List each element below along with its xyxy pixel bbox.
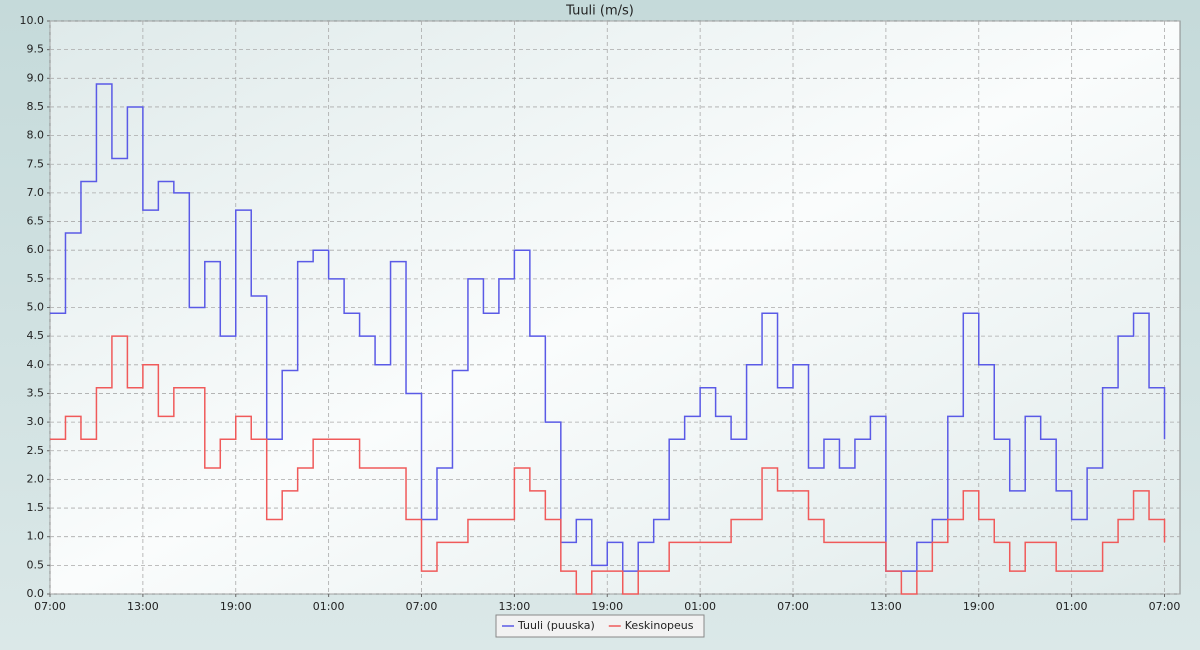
- y-tick-label: 9.0: [27, 71, 45, 84]
- x-tick-label: 07:00: [777, 600, 809, 613]
- y-tick-label: 5.5: [27, 272, 45, 285]
- y-tick-label: 6.0: [27, 243, 45, 256]
- y-tick-label: 4.0: [27, 358, 45, 371]
- chart-title: Tuuli (m/s): [565, 4, 634, 19]
- y-tick-label: 6.5: [27, 215, 45, 228]
- x-tick-label: 07:00: [34, 600, 66, 613]
- y-tick-label: 3.5: [27, 386, 45, 399]
- x-tick-label: 13:00: [870, 600, 902, 613]
- legend-box: [495, 614, 705, 638]
- x-tick-label: 13:00: [127, 600, 159, 613]
- series-line: [50, 83, 1166, 572]
- y-tick-label: 2.0: [27, 472, 45, 485]
- legend-label: Tuuli (puuska): [517, 619, 595, 632]
- y-tick-label: 1.0: [27, 530, 45, 543]
- x-tick-label: 07:00: [1149, 600, 1181, 613]
- y-tick-label: 8.0: [27, 129, 45, 142]
- y-tick-label: 7.0: [27, 186, 45, 199]
- y-tick-label: 8.5: [27, 100, 45, 113]
- y-tick-label: 7.5: [27, 157, 45, 170]
- legend: Tuuli (puuska) Keskinopeus: [495, 614, 705, 638]
- y-tick-label: 1.5: [27, 501, 45, 514]
- series-line: [50, 335, 1166, 595]
- y-tick-label: 0.5: [27, 558, 45, 571]
- x-tick-label: 19:00: [591, 600, 623, 613]
- x-tick-label: 01:00: [313, 600, 345, 613]
- y-tick-label: 2.5: [27, 444, 45, 457]
- x-tick-label: 19:00: [963, 600, 995, 613]
- x-tick-label: 01:00: [684, 600, 716, 613]
- x-tick-label: 13:00: [499, 600, 531, 613]
- y-tick-label: 3.0: [27, 415, 45, 428]
- x-tick-label: 07:00: [406, 600, 438, 613]
- y-tick-label: 5.0: [27, 301, 45, 314]
- x-tick-label: 19:00: [220, 600, 252, 613]
- legend-label: Keskinopeus: [625, 619, 694, 632]
- y-tick-label: 0.0: [27, 587, 45, 600]
- y-tick-label: 9.5: [27, 43, 45, 56]
- y-tick-label: 4.5: [27, 329, 45, 342]
- x-tick-label: 01:00: [1056, 600, 1088, 613]
- y-tick-label: 10.0: [20, 14, 45, 27]
